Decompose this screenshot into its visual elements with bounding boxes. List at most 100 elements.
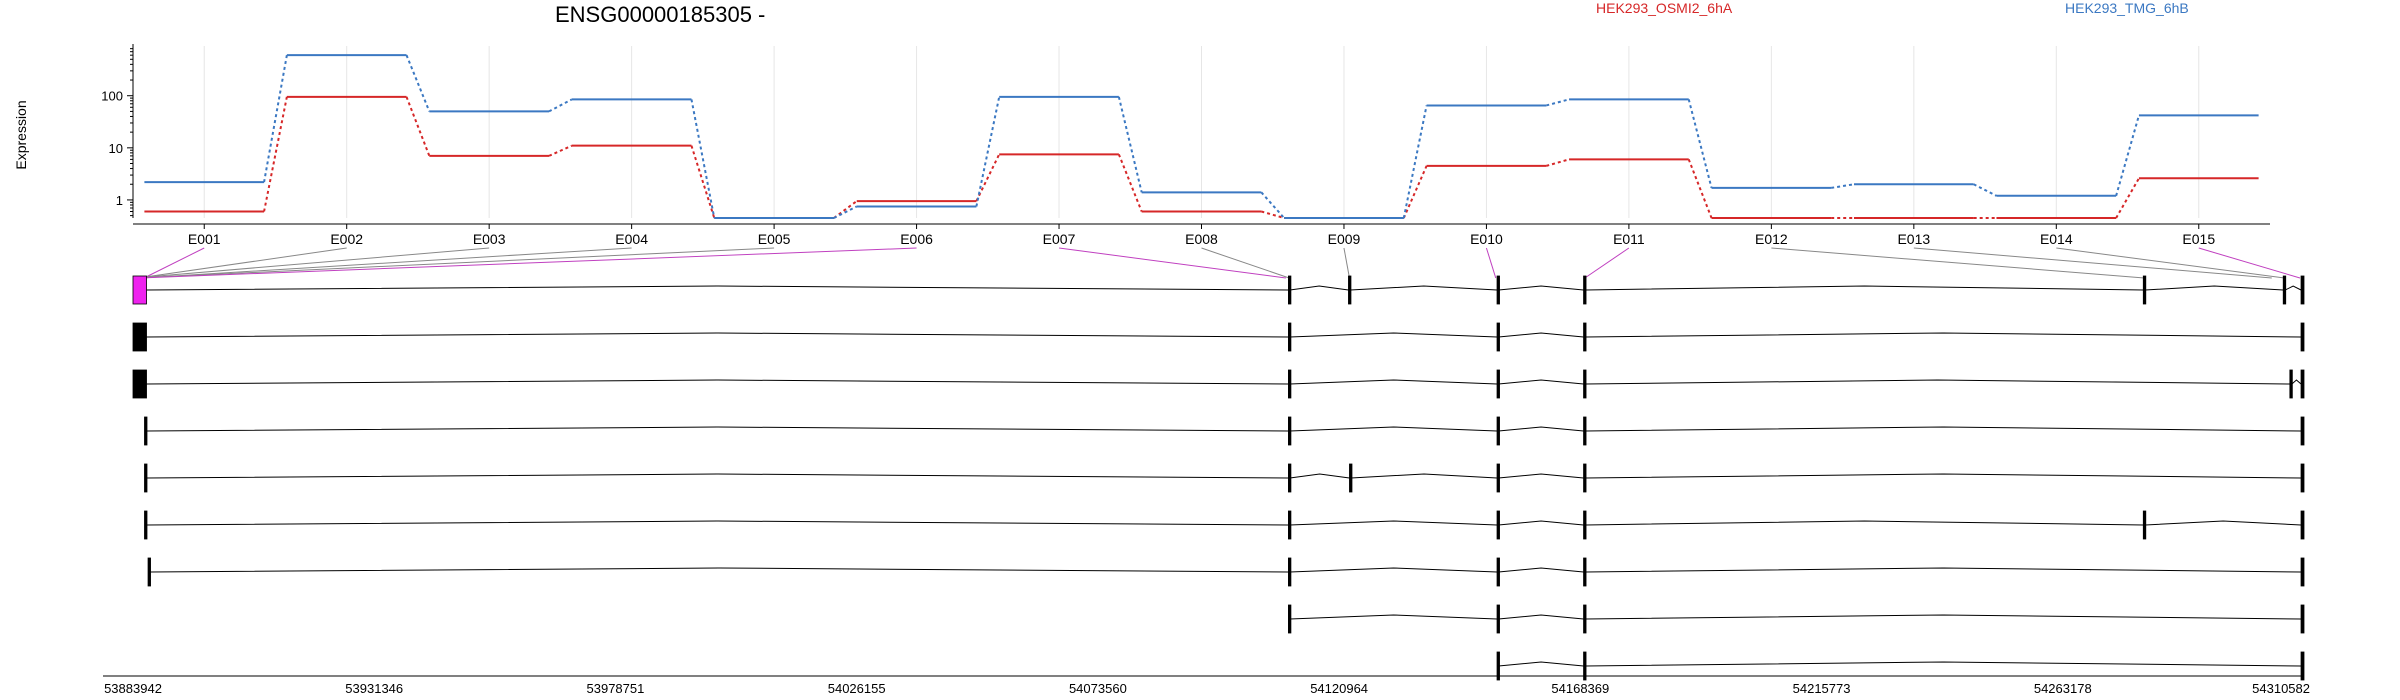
exon-block	[1583, 463, 1587, 493]
intron-line	[1289, 614, 1498, 620]
intron-line	[1498, 520, 1584, 526]
exon-connector	[139, 247, 917, 279]
exon-connector	[1584, 247, 1630, 279]
intron-line	[1585, 426, 2302, 432]
exon-label: E011	[1613, 231, 1645, 247]
intron-line	[1585, 614, 2302, 620]
intron-line	[2145, 285, 2284, 291]
exon-block	[2289, 369, 2293, 399]
exon-block	[1583, 604, 1587, 634]
exon-block	[2300, 275, 2305, 305]
exon-block	[1496, 651, 1500, 681]
grid-layer	[203, 46, 2200, 218]
intron-line	[1585, 520, 2144, 526]
exon-block	[132, 369, 147, 399]
exon-block	[1496, 463, 1500, 493]
y-tick-label: 1	[116, 193, 123, 208]
exon-block	[1349, 463, 1353, 493]
series-connector	[263, 54, 288, 183]
genomic-tick-label: 54263178	[2034, 681, 2092, 696]
intron-line	[1289, 379, 1498, 385]
series-connector	[1687, 99, 1713, 189]
intron-line	[1585, 661, 2302, 667]
series-connector	[1402, 165, 1428, 219]
exon-label: E009	[1328, 231, 1361, 247]
intron-line	[1498, 614, 1584, 620]
exon-block	[144, 510, 148, 540]
intron-line	[146, 379, 1289, 385]
genomic-tick-label: 54215773	[1793, 681, 1851, 696]
intron-line	[146, 426, 1289, 432]
exon-label: E015	[2182, 231, 2215, 247]
transcript-track	[1288, 604, 2305, 634]
exon-block	[1583, 557, 1587, 587]
exon-block	[2300, 322, 2305, 352]
exon-label: E014	[2040, 231, 2073, 247]
intron-line	[146, 285, 1289, 291]
intron-line	[1585, 332, 2302, 338]
y-tick-label: 10	[109, 141, 123, 156]
series-layer	[144, 54, 2259, 219]
exon-block	[1496, 275, 1500, 305]
exon-connector	[1343, 247, 1350, 279]
exon-block	[2300, 416, 2305, 446]
exon-block	[1288, 557, 1292, 587]
exon-block	[1583, 510, 1587, 540]
exon-block	[2142, 275, 2147, 305]
exon-block	[1496, 510, 1500, 540]
intron-line	[1289, 332, 1498, 338]
intron-line	[1498, 661, 1584, 667]
y-axis-label: Expression	[13, 100, 29, 169]
transcript-track	[132, 369, 2305, 399]
y-axis: 1 10 100	[101, 44, 134, 218]
exon-connector	[1058, 247, 1286, 279]
exon-block	[132, 322, 147, 352]
intron-line	[1585, 379, 2290, 385]
intron-line	[1498, 426, 1584, 432]
exon-block	[1583, 651, 1587, 681]
exon-block	[147, 557, 151, 587]
genomic-tick-label: 54168369	[1551, 681, 1609, 696]
exon-block	[144, 416, 148, 446]
exon-block	[1288, 369, 1292, 399]
intron-line	[2145, 520, 2302, 526]
series-connector	[975, 153, 1001, 202]
intron-line	[1498, 567, 1584, 573]
chart-title: ENSG00000185305 -	[555, 2, 765, 27]
exon-block	[2300, 369, 2305, 399]
intron-line	[1289, 473, 1350, 479]
exon-label: E004	[615, 231, 648, 247]
series-connector	[548, 144, 573, 157]
series-connector	[1973, 183, 1997, 197]
legend-series-1: HEK293_OSMI2_6hA	[1596, 0, 1733, 16]
exon-block	[1583, 275, 1587, 305]
genomic-tick-label: 53931346	[345, 681, 403, 696]
exon-label: E007	[1043, 231, 1076, 247]
exon-connector	[135, 247, 775, 279]
exon-block	[144, 463, 148, 493]
genomic-tick-label: 54310582	[2252, 681, 2310, 696]
intron-line	[1289, 520, 1498, 526]
intron-line	[1585, 285, 2144, 291]
intron-line	[149, 567, 1289, 573]
exon-block	[1583, 369, 1587, 399]
genomic-tick-label: 53883942	[104, 681, 162, 696]
intron-line	[1498, 379, 1584, 385]
exon-block	[1496, 557, 1500, 587]
exon-connector	[143, 247, 205, 279]
exon-block	[2300, 604, 2305, 634]
transcript-track	[132, 275, 2305, 305]
exon-connector	[134, 247, 490, 279]
exon-axis: E001 E002 E003 E004 E005 E006 E007 E008 E009 E010…	[133, 223, 2270, 247]
y-tick-label: 100	[101, 89, 123, 104]
exon-block	[1288, 463, 1292, 493]
series-connector	[690, 99, 716, 219]
genomic-tick-label: 53978751	[587, 681, 645, 696]
exon-label: E005	[758, 231, 791, 247]
series-connector	[548, 98, 573, 113]
series-connector	[1260, 191, 1285, 219]
series-connector	[1117, 96, 1143, 193]
series-connector	[690, 145, 716, 219]
series-connector	[1687, 159, 1713, 219]
intron-line	[146, 473, 1289, 479]
